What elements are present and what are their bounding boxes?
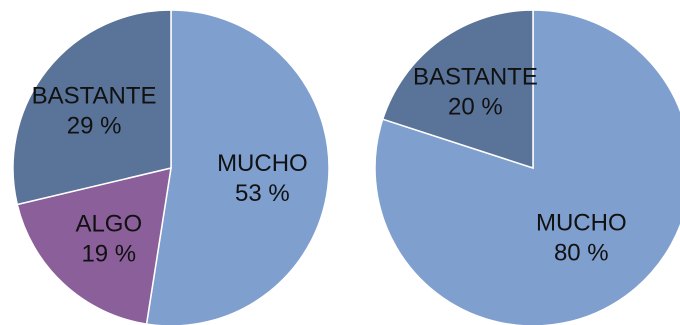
slice-category-label: MUCHO: [536, 210, 627, 237]
slice-category-label: BASTANTE: [32, 82, 157, 109]
pie-chart-left: MUCHO 53 % ALGO 19 % BASTANTE 29 %: [12, 9, 330, 325]
slice-percent-label: 20 %: [448, 94, 503, 121]
slice-percent-label: 29 %: [67, 112, 122, 139]
pie-slice-mucho: [374, 9, 680, 325]
slice-category-label: MUCHO: [217, 150, 308, 177]
slice-percent-label: 80 %: [554, 240, 609, 267]
slice-percent-label: 53 %: [235, 180, 290, 207]
slice-category-label: BASTANTE: [413, 64, 538, 91]
pie-slice-bastante: [12, 9, 172, 206]
pie-slice-algo: [16, 167, 172, 325]
slice-category-label: ALGO: [75, 210, 142, 237]
pie-slice-mucho: [145, 9, 330, 325]
pie-slice-bastante: [381, 9, 534, 170]
slice-percent-label: 19 %: [81, 240, 136, 267]
pie-chart-right: MUCHO 80 % BASTANTE 20 %: [374, 9, 680, 325]
